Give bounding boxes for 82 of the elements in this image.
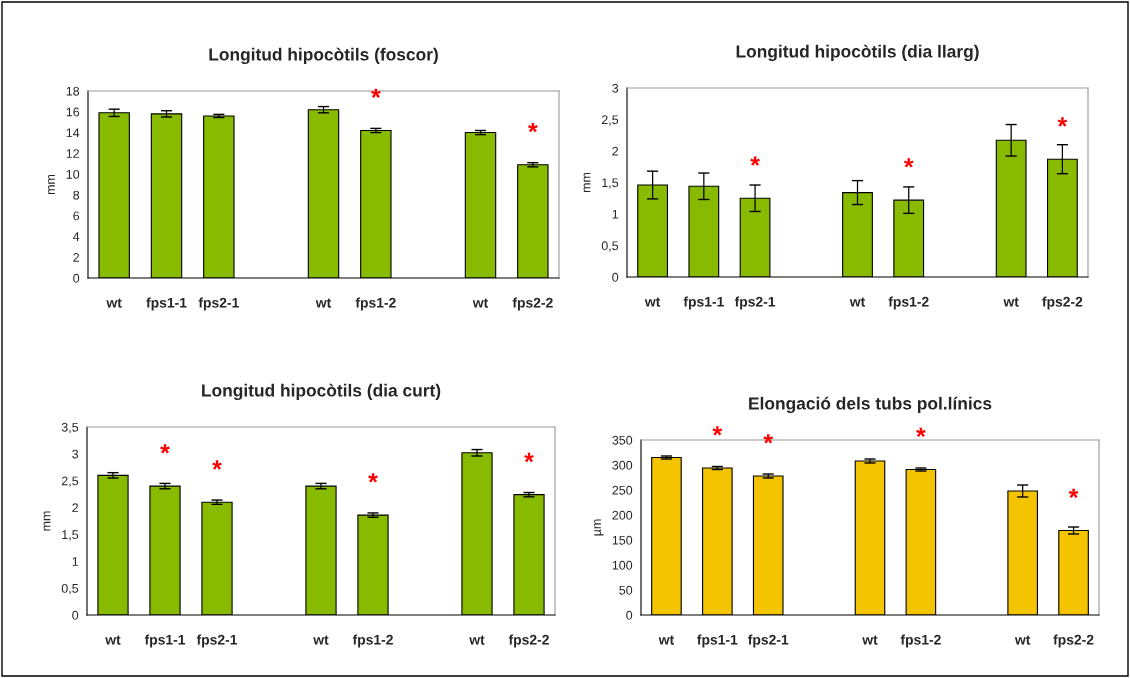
y-tick-label: 0 [72,610,79,620]
y-tick-label: 3 [72,449,79,459]
y-tick-label: 0 [73,273,80,283]
annotation: * [1068,488,1079,498]
x-tick-label: wt [315,298,332,308]
y-tick-label: 3,5 [61,422,79,434]
y-tick-label: 350 [612,435,633,445]
y-axis-title: mm [43,511,51,531]
x-tick-label: wt [472,298,489,308]
y-tick-label: 1,5 [62,530,79,541]
y-tick-label: 1 [612,209,619,219]
annotation: * [160,444,170,454]
y-tick-label: 2,5 [61,476,79,487]
y-axis-title: mm [583,172,591,193]
x-tick-label: wt [106,298,122,308]
chart-title: Elongació dels tubs pol.línics [749,396,992,414]
annotation: * [1057,117,1068,127]
x-tick-label: fps2-2 [512,297,553,311]
y-tick-label: 3 [612,83,619,93]
y-tick-label: 0,5 [601,241,619,252]
x-tick-label: wt [849,297,866,307]
y-axis-title: mm [48,174,55,195]
x-tick-label: fps2-1 [198,297,239,311]
x-tick-label: fps1-1 [697,634,738,648]
y-tick-label: 200 [612,510,633,520]
x-tick-label: wt [1014,635,1031,645]
chart-title: Longitud hipocòtils (foscor) [209,47,438,65]
annotation: * [371,88,381,98]
x-tick-label: fps2-2 [1053,634,1094,648]
y-tick-label: 0 [626,610,633,620]
y-tick-label: 100 [612,560,633,570]
x-tick-label: fps2-1 [748,634,789,648]
y-tick-label: 50 [619,585,633,595]
x-tick-label: wt [105,635,121,645]
x-tick-label: fps2-1 [196,634,238,648]
annotation: * [916,427,926,437]
y-tick-label: 2 [73,253,80,262]
y-tick-label: 300 [612,460,633,470]
y-tick-label: 1,5 [602,178,619,189]
annotation: * [763,434,774,444]
y-tick-label: 150 [612,535,633,545]
y-tick-label: 2 [612,146,619,156]
y-tick-label: 2 [72,503,79,513]
x-tick-label: fps1-2 [355,297,396,311]
x-tick-label: fps1-2 [900,634,941,648]
y-tick-label: 4 [73,232,80,241]
y-tick-label: 18 [66,86,80,96]
x-tick-label: fps1-2 [888,296,929,310]
x-tick-label: fps1-1 [146,297,187,311]
x-tick-label: fps1-1 [144,634,186,648]
y-tick-label: 2,5 [601,115,619,126]
annotation: * [368,473,378,483]
x-tick-label: wt [313,635,329,645]
x-tick-label: fps1-1 [683,296,724,310]
chart-title: Longitud hipocòtils (dia llarg) [736,44,979,62]
x-tick-label: wt [469,635,485,645]
annotation: * [524,452,534,463]
x-tick-label: wt [644,297,661,307]
y-tick-label: 16 [66,107,80,117]
y-tick-label: 12 [66,149,80,158]
x-tick-label: fps2-1 [734,296,776,310]
x-tick-label: wt [862,635,878,645]
y-tick-label: 0 [612,272,619,282]
x-tick-label: wt [658,635,674,645]
annotation: * [712,426,723,436]
annotation: * [750,156,760,166]
y-tick-label: 10 [66,169,80,179]
chart-title: Longitud hipocòtils (dia curt) [202,383,441,401]
annotation: * [528,122,538,133]
y-axis-title: µm [594,519,604,536]
x-tick-label: fps2-2 [508,634,549,648]
x-tick-label: fps1-2 [352,634,393,648]
y-tick-label: 250 [612,485,633,495]
x-tick-label: fps2-2 [1042,296,1083,310]
y-tick-label: 14 [66,128,80,138]
y-tick-label: 1 [72,557,79,566]
x-tick-label: wt [1003,297,1019,307]
annotation: * [212,460,222,470]
y-tick-label: 0,5 [61,583,79,595]
y-tick-label: 6 [73,211,80,221]
y-tick-label: 8 [73,190,80,200]
annotation: * [903,158,914,168]
